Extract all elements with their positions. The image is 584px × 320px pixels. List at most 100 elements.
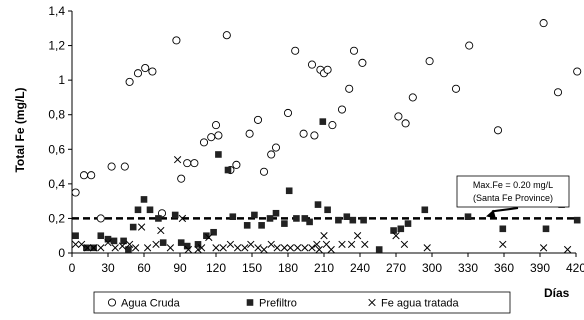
data-point (349, 216, 357, 224)
data-point (347, 240, 356, 249)
legend: Agua Cruda Prefiltro Fe agua tratada (93, 291, 511, 314)
data-point (146, 206, 154, 214)
data-point (401, 119, 410, 128)
data-point (301, 244, 309, 252)
data-point (291, 46, 300, 55)
annotation-arrow (491, 207, 519, 213)
data-point (171, 211, 179, 219)
data-point (335, 216, 342, 224)
x-axis-ticks: 0 30 60 90 120 150 180 210 240 270 300 330 360 390 420 (69, 253, 584, 275)
data-point (79, 171, 89, 180)
data-point (207, 133, 216, 142)
x-tick-label: 150 (242, 261, 262, 275)
data-point (253, 115, 263, 124)
data-point (327, 245, 335, 254)
data-point (157, 209, 167, 218)
data-point (539, 244, 548, 252)
data-point (272, 209, 280, 217)
data-point (281, 220, 288, 227)
data-point (451, 84, 461, 93)
data-point (306, 218, 313, 226)
data-point (390, 227, 397, 234)
data-point (120, 237, 127, 245)
data-point (308, 244, 316, 252)
data-point (137, 223, 146, 231)
data-point (110, 237, 118, 245)
data-point (229, 213, 237, 220)
data-point (232, 160, 241, 169)
data-point (271, 143, 281, 152)
data-point (283, 108, 293, 118)
data-point (97, 244, 105, 252)
data-point (273, 244, 281, 252)
data-point (499, 240, 507, 249)
data-point (87, 171, 96, 180)
y-axis-label: Total Fe (mg/L) (13, 87, 27, 172)
y-tick-label: 1,2 (48, 39, 65, 53)
annotation-box (456, 175, 570, 208)
data-point (286, 244, 295, 252)
data-point (267, 150, 276, 159)
data-point (337, 105, 347, 114)
data-point (210, 228, 217, 236)
data-point (361, 240, 369, 249)
data-point (159, 239, 167, 246)
data-point (404, 220, 412, 227)
data-series (71, 19, 582, 254)
data-point (224, 166, 232, 174)
data-point (184, 245, 193, 254)
data-point (313, 240, 321, 249)
x-tick-label: 180 (278, 261, 298, 275)
data-point (299, 129, 308, 138)
data-point (205, 233, 213, 242)
x-tick-label: 60 (137, 261, 151, 275)
data-point (307, 60, 317, 69)
data-point (301, 215, 309, 222)
data-point (194, 241, 202, 248)
data-point (111, 244, 119, 252)
annotation-arrowhead (486, 209, 496, 219)
data-point (345, 84, 354, 93)
data-point (464, 213, 472, 220)
data-point (152, 240, 160, 249)
data-point (360, 216, 367, 224)
data-point (375, 246, 383, 253)
data-point (260, 245, 268, 254)
y-tick-label: 0,2 (48, 211, 65, 225)
data-point (247, 240, 255, 249)
data-point (323, 65, 332, 74)
data-point (408, 93, 417, 102)
y-tick-label: 0,4 (48, 177, 65, 191)
data-point (254, 244, 262, 252)
data-point (131, 244, 140, 252)
data-point (353, 232, 362, 240)
data-point (219, 244, 227, 252)
data-point (259, 167, 269, 176)
data-point (172, 36, 181, 45)
legend-marker (246, 299, 254, 306)
x-tick-label: 390 (530, 261, 550, 275)
data-point (423, 244, 431, 252)
data-point (83, 244, 92, 252)
series-2 (71, 156, 572, 254)
data-point (183, 159, 192, 168)
data-point (573, 67, 582, 76)
data-point (542, 225, 550, 233)
data-point (71, 188, 80, 197)
data-point (394, 112, 403, 121)
annotation-line-2: (Santa Fe Province) (473, 193, 553, 203)
legend-label: Prefiltro (259, 298, 297, 310)
data-point (177, 174, 186, 183)
data-point (96, 214, 105, 223)
data-point (400, 240, 409, 249)
data-point (493, 126, 503, 135)
legend-label: Agua Cruda (121, 298, 181, 310)
data-point (183, 242, 191, 250)
series-0 (71, 19, 582, 223)
x-axis-label: Días (544, 286, 570, 300)
data-point (233, 244, 242, 252)
data-point (285, 187, 293, 195)
x-tick-label: 330 (458, 261, 478, 275)
data-point (349, 46, 359, 55)
data-point (293, 215, 300, 222)
